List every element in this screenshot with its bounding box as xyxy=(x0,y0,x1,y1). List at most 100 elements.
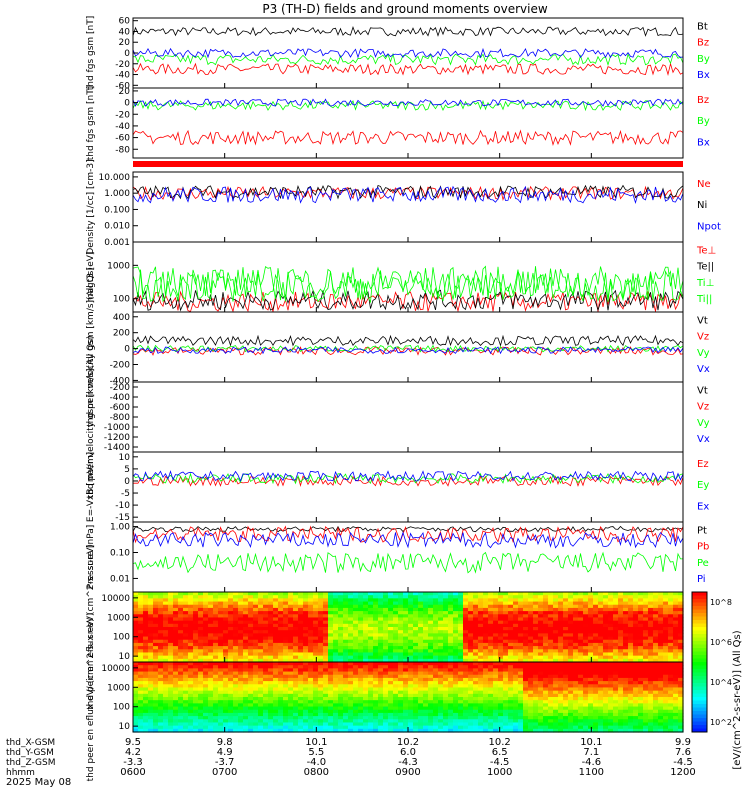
heatmap-cell xyxy=(138,662,144,666)
heatmap-cell xyxy=(643,709,649,714)
heatmap-cell xyxy=(523,655,529,660)
heatmap-cell xyxy=(548,627,554,631)
heatmap-cell xyxy=(258,620,264,625)
heatmap-cell xyxy=(618,617,624,622)
heatmap-cell xyxy=(553,681,559,685)
heatmap-cell xyxy=(263,719,269,724)
heatmap-cell xyxy=(193,677,199,682)
heatmap-cell xyxy=(268,646,274,650)
heatmap-cell xyxy=(243,642,249,647)
heatmap-cell xyxy=(273,620,279,625)
heatmap-cell xyxy=(503,722,509,727)
heatmap-cell xyxy=(558,607,564,612)
heatmap-cell xyxy=(198,623,204,628)
heatmap-cell xyxy=(558,649,564,654)
heatmap-cell xyxy=(423,674,429,679)
heatmap-cell xyxy=(328,697,334,701)
heatmap-cell xyxy=(243,681,249,685)
heatmap-cell xyxy=(553,649,559,654)
heatmap-cell xyxy=(678,636,684,641)
heatmap-cell xyxy=(423,620,429,625)
heatmap-cell xyxy=(303,693,309,698)
heatmap-cell xyxy=(223,687,229,692)
heatmap-cell xyxy=(293,728,299,733)
heatmap-cell xyxy=(318,716,324,720)
heatmap-cell xyxy=(613,607,619,612)
heatmap-cell xyxy=(363,646,369,650)
heatmap-cell xyxy=(633,636,639,641)
heatmap-cell xyxy=(558,592,564,596)
heatmap-cell xyxy=(618,662,624,666)
heatmap-cell xyxy=(438,728,444,733)
heatmap-cell xyxy=(198,601,204,606)
heatmap-cell xyxy=(413,636,419,641)
heatmap-cell xyxy=(358,646,364,650)
heatmap-cell xyxy=(458,630,464,634)
heatmap-cell xyxy=(188,677,194,682)
heatmap-cell xyxy=(358,681,364,685)
heatmap-cell xyxy=(618,697,624,701)
heatmap-cell xyxy=(548,671,554,676)
heatmap-cell xyxy=(258,658,264,663)
heatmap-cell xyxy=(518,697,524,701)
heatmap-cell xyxy=(248,646,254,650)
heatmap-cell xyxy=(618,604,624,609)
heatmap-cell xyxy=(603,646,609,650)
heatmap-cell xyxy=(398,642,404,647)
heatmap-cell xyxy=(268,706,274,711)
heatmap-cell xyxy=(228,655,234,660)
heatmap-cell xyxy=(138,728,144,733)
heatmap-cell xyxy=(238,668,244,673)
heatmap-cell xyxy=(428,658,434,663)
heatmap-cell xyxy=(528,601,534,606)
heatmap-cell xyxy=(578,671,584,676)
heatmap-cell xyxy=(338,671,344,676)
heatmap-cell xyxy=(588,677,594,682)
heatmap-cell xyxy=(533,601,539,606)
heatmap-cell xyxy=(498,655,504,660)
heatmap-cell xyxy=(483,614,489,619)
heatmap-cell xyxy=(223,617,229,622)
heatmap-cell xyxy=(548,639,554,644)
heatmap-cell xyxy=(153,716,159,720)
heatmap-cell xyxy=(418,607,424,612)
heatmap-cell xyxy=(413,646,419,650)
heatmap-cell xyxy=(303,646,309,650)
heatmap-cell xyxy=(158,712,164,717)
heatmap-cell xyxy=(233,700,239,704)
heatmap-cell xyxy=(403,623,409,628)
heatmap-cell xyxy=(173,722,179,727)
heatmap-cell xyxy=(183,649,189,654)
heatmap-cell xyxy=(663,665,669,669)
heatmap-cell xyxy=(378,649,384,654)
heatmap-cell xyxy=(303,636,309,641)
heatmap-cell xyxy=(293,706,299,711)
heatmap-cell xyxy=(563,687,569,692)
heatmap-cell xyxy=(658,652,664,657)
heatmap-cell xyxy=(208,655,214,660)
heatmap-cell xyxy=(208,668,214,673)
heatmap-cell xyxy=(443,697,449,701)
heatmap-cell xyxy=(568,639,574,644)
heatmap-cell xyxy=(228,662,234,666)
heatmap-cell xyxy=(403,620,409,625)
heatmap-cell xyxy=(433,709,439,714)
heatmap-cell xyxy=(213,592,219,596)
heatmap-cell xyxy=(393,716,399,720)
heatmap-cell xyxy=(463,639,469,644)
heatmap-cell xyxy=(323,646,329,650)
heatmap-cell xyxy=(248,700,254,704)
heatmap-cell xyxy=(208,662,214,666)
heatmap-cell xyxy=(218,684,224,689)
heatmap-cell xyxy=(213,627,219,631)
heatmap-cell xyxy=(378,607,384,612)
heatmap-cell xyxy=(283,649,289,654)
heatmap-cell xyxy=(403,607,409,612)
heatmap-cell xyxy=(458,646,464,650)
heatmap-cell xyxy=(613,668,619,673)
heatmap-cell xyxy=(633,630,639,634)
heatmap-cell xyxy=(413,627,419,631)
heatmap-cell xyxy=(568,700,574,704)
heatmap-cell xyxy=(233,655,239,660)
heatmap-cell xyxy=(278,614,284,619)
